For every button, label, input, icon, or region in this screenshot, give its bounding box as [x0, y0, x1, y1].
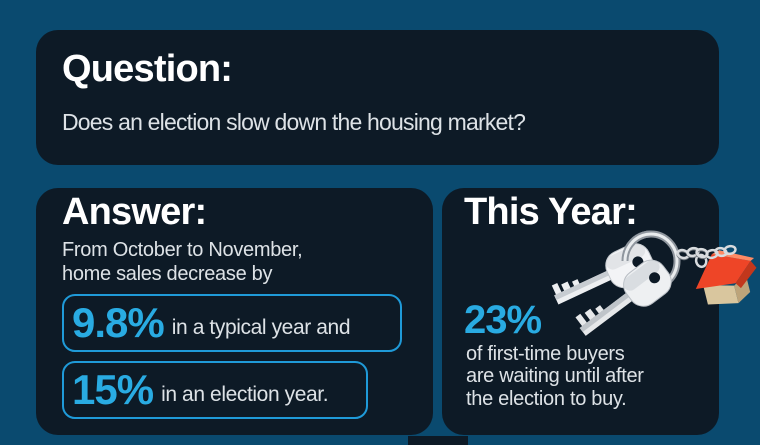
answer-intro-line-1: From October to November, — [62, 239, 303, 261]
question-body: Does an election slow down the housing m… — [62, 109, 526, 135]
house-keys-keychain-image — [551, 230, 757, 336]
key-icon — [575, 259, 672, 336]
election-year-stat-value: 15% — [72, 366, 154, 413]
question-card: Question: Does an election slow down the… — [36, 30, 719, 165]
election-year-stat-box: 15% in an election year. — [62, 361, 368, 419]
typical-year-stat-label: in a typical year and — [171, 316, 351, 339]
this-year-heading: This Year: — [464, 191, 638, 233]
this-year-stat-value: 23% — [464, 298, 542, 342]
this-year-body-line-1: of first-time buyers — [466, 343, 625, 365]
this-year-body-line-2: are waiting until after — [466, 365, 644, 388]
election-year-stat-label: in an election year. — [161, 383, 329, 406]
typical-year-stat-box: 9.8% in a typical year and — [62, 294, 402, 352]
this-year-body-line-3: the election to buy. — [466, 387, 627, 410]
answer-intro: From October to November, home sales dec… — [62, 238, 407, 286]
bottom-gap-decoration — [408, 436, 468, 445]
typical-year-stat-value: 9.8% — [72, 299, 165, 346]
answer-heading: Answer: — [62, 191, 207, 233]
keyring-icon — [621, 230, 652, 262]
this-year-body: of first-time buyers are waiting until a… — [466, 343, 644, 410]
this-year-card: This Year: — [442, 188, 757, 435]
answer-intro-line-2: home sales decrease by — [62, 263, 273, 285]
question-heading: Question: — [62, 48, 233, 90]
house-keychain-icon — [694, 250, 757, 305]
chain-icon — [676, 244, 737, 261]
answer-card: Answer: From October to November, home s… — [36, 188, 433, 435]
